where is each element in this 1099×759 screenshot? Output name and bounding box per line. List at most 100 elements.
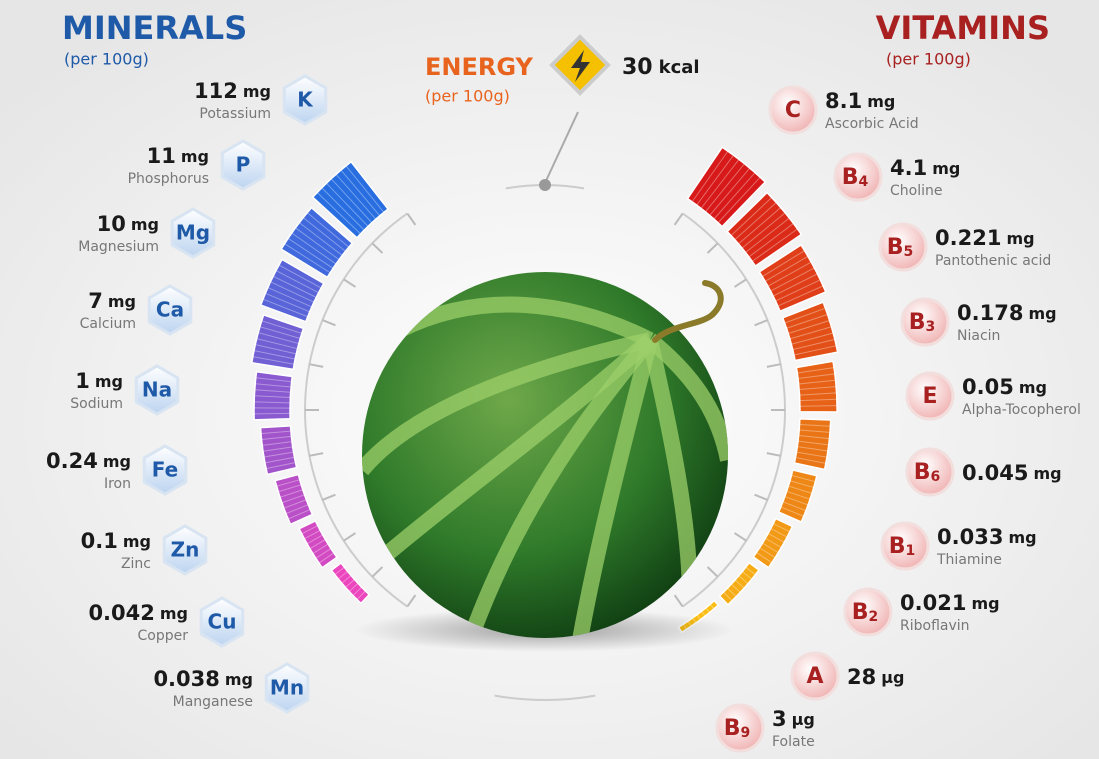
- vitamin-badge: [905, 371, 955, 421]
- vitamin-value: 0.033: [937, 525, 1003, 549]
- mineral-name: Phosphorus: [128, 171, 209, 187]
- segment-stripe: [799, 405, 838, 407]
- mineral-name: Sodium: [70, 396, 123, 412]
- segment-stripe: [263, 451, 294, 458]
- segment-stripe: [751, 228, 798, 262]
- segment-stripe: [784, 307, 826, 324]
- guide-arc: [494, 694, 596, 701]
- vitamin-subscript: 1: [906, 543, 916, 559]
- segment-stripe: [330, 178, 373, 224]
- mineral-unit: mg: [95, 372, 123, 391]
- segment-stripe: [302, 217, 346, 252]
- arc-segment: [726, 191, 803, 267]
- mineral-value: 0.24: [46, 449, 98, 473]
- segment-stripe: [700, 159, 740, 209]
- guide-tick: [766, 452, 781, 457]
- segment-stripe: [786, 313, 828, 329]
- arc-segment: [259, 425, 298, 476]
- segment-stripe: [789, 480, 814, 489]
- minerals-title: MINERALS: [62, 9, 247, 47]
- segment-stripe: [254, 389, 291, 393]
- segment-stripe: [340, 169, 381, 217]
- segment-stripe: [278, 484, 302, 493]
- segment-stripe: [272, 275, 317, 298]
- guide-tick: [309, 452, 324, 457]
- segment-stripe: [784, 496, 809, 506]
- segment-stripe: [304, 529, 321, 540]
- vitamin-amount: 0.05 mg: [962, 375, 1047, 399]
- mineral-amount: 0.1 mg: [81, 529, 151, 553]
- mineral-value: 11: [147, 144, 176, 168]
- segment-stripe: [264, 456, 295, 464]
- segment-stripe: [306, 212, 350, 248]
- vitamin-unit: mg: [1033, 464, 1061, 483]
- vitamin-symbol: B3: [909, 310, 936, 335]
- segment-stripe: [265, 461, 296, 470]
- vitamin-name: Pantothenic acid: [935, 253, 1051, 269]
- segment-stripe: [767, 532, 785, 543]
- segment-stripe: [788, 320, 830, 335]
- vitamin-symbol: A: [806, 664, 823, 689]
- mineral-badge: [134, 364, 180, 416]
- segment-stripe: [742, 571, 753, 580]
- vitamin-amount: 28 µg: [847, 665, 904, 689]
- mineral-badge: [147, 284, 193, 336]
- mineral-amount: 0.038 mg: [153, 667, 253, 691]
- segment-stripe: [773, 523, 791, 533]
- vitamin-subscript: 6: [931, 469, 941, 485]
- segment-stripe: [287, 509, 311, 520]
- guide-tick: [706, 242, 719, 254]
- segment-stripe: [352, 586, 362, 596]
- mineral-amount: 0.042 mg: [88, 601, 188, 625]
- segment-stripe: [762, 542, 779, 554]
- mineral-name: Copper: [138, 628, 189, 644]
- segment-stripe: [789, 326, 832, 340]
- guide-tick: [406, 212, 417, 226]
- segment-stripe: [253, 350, 296, 360]
- segment-stripe: [291, 232, 337, 265]
- vitamin-badge: [878, 222, 928, 272]
- segment-stripe: [772, 273, 818, 297]
- vitamin-unit: mg: [1019, 378, 1047, 397]
- minerals-subtitle: (per 100g): [64, 50, 149, 69]
- segment-stripe: [796, 451, 828, 458]
- energy-icon: [539, 34, 611, 191]
- vitamin-unit: mg: [867, 92, 895, 111]
- segment-stripe: [795, 457, 826, 464]
- segment-stripe: [705, 163, 745, 213]
- segment-stripe: [731, 583, 741, 593]
- segment-stripe: [337, 571, 348, 580]
- energy-value: 30 kcal: [622, 55, 700, 80]
- mineral-unit: mg: [181, 147, 209, 166]
- mineral-symbol: P: [236, 153, 251, 177]
- segment-stripe: [767, 261, 812, 287]
- segment-stripe: [745, 217, 790, 253]
- vitamin-subscript: 5: [904, 244, 914, 260]
- arc-segment: [777, 469, 818, 523]
- segment-stripe: [315, 548, 332, 559]
- mineral-unit: mg: [123, 532, 151, 551]
- segment-stripe: [259, 326, 301, 339]
- arc-segment: [253, 370, 294, 421]
- vitamin-symbol: B9: [724, 716, 751, 741]
- vitamin-name: Folate: [772, 734, 815, 750]
- vitamin-symbol: C: [785, 98, 801, 123]
- mineral-badge: [162, 524, 208, 576]
- segment-stripe: [306, 534, 323, 545]
- vitamins-subtitle: (per 100g): [886, 50, 971, 69]
- vitamin-letter: B: [724, 716, 741, 741]
- vitamin-letter: B: [909, 310, 926, 335]
- vitamin-letter: C: [785, 98, 801, 123]
- vitamin-value: 4.1: [890, 156, 927, 180]
- vitamin-badge: [900, 297, 950, 347]
- mineral-name: Calcium: [80, 316, 136, 332]
- segment-stripe: [334, 566, 345, 576]
- segment-stripe: [797, 373, 835, 379]
- segment-stripe: [262, 441, 293, 446]
- guide-tick: [322, 493, 336, 501]
- segment-stripe: [799, 429, 831, 433]
- vitamin-subscript: 2: [869, 609, 879, 625]
- vitamin-letter: A: [806, 664, 823, 689]
- mineral-name: Zinc: [121, 556, 151, 572]
- segment-stripe: [265, 292, 310, 313]
